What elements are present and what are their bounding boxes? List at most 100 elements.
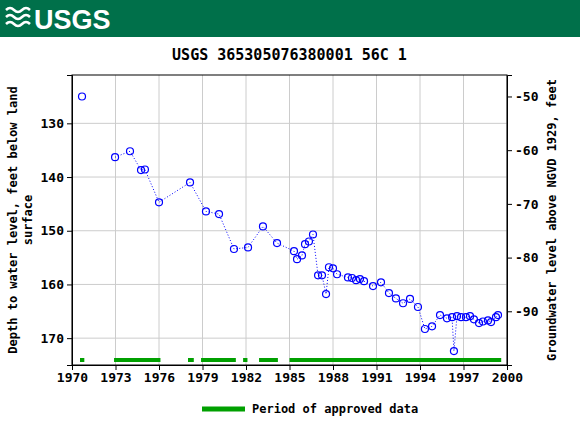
tick-label: 150 xyxy=(41,223,65,238)
tick-mark xyxy=(67,177,72,178)
approved-period xyxy=(201,358,236,362)
grid-line xyxy=(202,75,203,365)
grid-line xyxy=(333,75,334,365)
data-point xyxy=(392,295,399,302)
tick: 160 xyxy=(41,277,72,292)
axis-domain xyxy=(67,76,73,366)
data-point xyxy=(323,291,330,298)
tick-mark xyxy=(67,231,72,232)
tick-label: 2000 xyxy=(492,370,523,385)
axis-domain xyxy=(508,76,513,366)
approved-period xyxy=(259,358,278,362)
tick-label: -80 xyxy=(515,250,539,265)
approved-period xyxy=(114,358,160,362)
tick: -90 xyxy=(507,304,539,319)
tick-mark xyxy=(507,311,512,312)
y-axis-title: Depth to water level, feet below land xyxy=(6,86,20,353)
plot-frame xyxy=(72,75,507,365)
tick-label: 1973 xyxy=(100,370,131,385)
tick: 1970 xyxy=(57,365,88,385)
tick: -70 xyxy=(507,197,539,212)
tick-label: 1982 xyxy=(231,370,262,385)
tick-label: 140 xyxy=(41,170,65,185)
data-point xyxy=(245,244,252,251)
data-point xyxy=(216,211,223,218)
data-point xyxy=(112,154,119,161)
tick-label: 130 xyxy=(41,116,65,131)
data-point xyxy=(309,231,316,238)
data-point xyxy=(406,295,413,302)
data-point xyxy=(318,272,325,279)
data-point xyxy=(79,93,86,100)
tick: 1973 xyxy=(100,365,131,385)
y2-axis-title: Groundwater level above NGVD 1929, feet xyxy=(545,79,559,361)
grid-line xyxy=(246,75,247,365)
tick-mark xyxy=(67,123,72,124)
tick-label: -90 xyxy=(515,304,539,319)
tick: 1979 xyxy=(187,365,218,385)
data-point xyxy=(127,148,134,155)
approved-period xyxy=(80,358,84,362)
grid-line xyxy=(376,75,377,365)
data-point xyxy=(361,278,368,285)
data-point xyxy=(429,323,436,330)
tick-label: -50 xyxy=(515,89,539,104)
tick: 2000 xyxy=(492,365,523,385)
approved-period xyxy=(243,358,247,362)
tick-label: 1997 xyxy=(448,370,479,385)
tick: -80 xyxy=(507,250,539,265)
tick-mark xyxy=(507,258,512,259)
data-point xyxy=(141,166,148,173)
data-point xyxy=(414,304,421,311)
grid-line xyxy=(115,75,116,365)
tick: -60 xyxy=(507,143,539,158)
axis-y2ticks: -50 -60 -70 -80 -90 xyxy=(507,76,539,366)
data-point xyxy=(298,252,305,259)
tick: -50 xyxy=(507,89,539,104)
data-point xyxy=(370,283,377,290)
data-point xyxy=(334,271,341,278)
grid-line xyxy=(159,75,160,365)
tick: 1994 xyxy=(405,365,436,385)
tick-label: 1970 xyxy=(57,370,88,385)
data-point xyxy=(156,199,163,206)
grid-line xyxy=(420,75,421,365)
tick: 1976 xyxy=(144,365,175,385)
logo-wave xyxy=(6,8,30,12)
data-line xyxy=(82,96,498,351)
header-banner xyxy=(0,0,580,37)
plot-area xyxy=(79,93,502,360)
tick-mark xyxy=(67,284,72,285)
y-axis-title: surface xyxy=(21,195,35,246)
tick-label: 1985 xyxy=(274,370,305,385)
tick: 1988 xyxy=(318,365,349,385)
data-point xyxy=(305,238,312,245)
data-point xyxy=(377,279,384,286)
data-point xyxy=(294,256,301,263)
data-point xyxy=(187,179,194,186)
data-point xyxy=(421,326,428,333)
tick-mark xyxy=(507,204,512,205)
data-point xyxy=(202,208,209,215)
tick: 1985 xyxy=(274,365,305,385)
tick: 1991 xyxy=(361,365,392,385)
legend-label: Period of approved data xyxy=(252,402,418,416)
data-point xyxy=(274,240,281,247)
tick-label: 1994 xyxy=(405,370,436,385)
logo-wave xyxy=(6,15,30,19)
logo-text: USGS xyxy=(34,5,111,35)
tick: 150 xyxy=(41,223,72,238)
tick-mark xyxy=(507,150,512,151)
data-point xyxy=(230,246,237,253)
data-point xyxy=(400,300,407,307)
approved-period xyxy=(290,358,502,362)
approved-period xyxy=(188,358,194,362)
grid-line xyxy=(289,75,290,365)
tick-label: 1979 xyxy=(187,370,218,385)
axis-yticks: 130140150160170 xyxy=(41,76,73,366)
tick-label: -60 xyxy=(515,143,539,158)
tick: 140 xyxy=(41,170,72,185)
tick-label: 1988 xyxy=(318,370,349,385)
data-point xyxy=(449,314,456,321)
tick-mark xyxy=(67,338,72,339)
